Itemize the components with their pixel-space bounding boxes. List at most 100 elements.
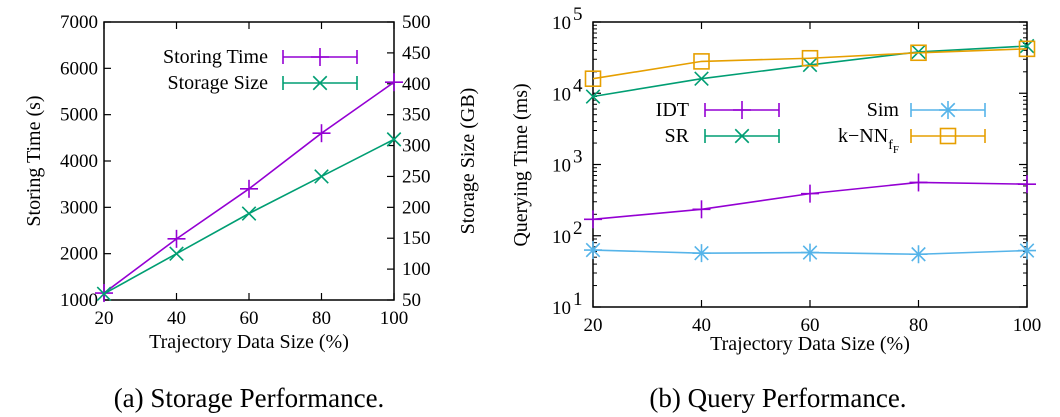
legend-swatch-storing-time-marker xyxy=(311,48,329,66)
y-axis-title-a: Storing Time (s) xyxy=(23,95,45,226)
y-tick-label-b: 10 xyxy=(552,227,571,248)
y-tick-label-b: 10 xyxy=(552,84,571,105)
legend-swatch-storing-time xyxy=(282,48,358,66)
legend-label-knn-sub: f xyxy=(888,138,893,153)
x-tick-label-b: 100 xyxy=(1013,315,1042,336)
legend-swatch-storage-size-marker xyxy=(312,75,328,91)
y2-tick-label-a: 350 xyxy=(402,105,431,126)
x-tick-label-b: 80 xyxy=(909,315,928,336)
data-point xyxy=(910,44,927,62)
data-point xyxy=(584,241,602,260)
legend-a: Storing Time Storage Size xyxy=(163,46,358,94)
data-point xyxy=(694,71,709,87)
legend-swatch-sim-marker xyxy=(939,101,957,119)
caption-b: (b) Query Performance. xyxy=(649,383,906,413)
y-tick-exponent-b: 2 xyxy=(573,218,583,239)
x-tick-label-a: 80 xyxy=(312,308,331,329)
y-tick-label-b: 10 xyxy=(552,13,571,34)
data-point xyxy=(386,132,402,147)
x-tick-label-b: 20 xyxy=(584,315,603,336)
x-tick-label-a: 60 xyxy=(240,308,259,329)
data-point xyxy=(802,57,818,73)
data-point xyxy=(693,53,710,70)
y2-tick-label-a: 500 xyxy=(402,12,431,33)
data-point xyxy=(240,179,258,198)
legend-label-knn-main: k−NN xyxy=(838,125,888,147)
data-point xyxy=(909,173,928,192)
chart-storage-performance: 20 40 60 80 100 1000 2000 3000 4000 5000 6000 7000 5… xyxy=(23,12,479,413)
legend-label-idt: IDT xyxy=(656,99,689,121)
data-point xyxy=(312,124,331,143)
y-tick-exponent-b: 3 xyxy=(573,147,583,168)
data-point xyxy=(801,49,819,67)
y-tick-label-a: 5000 xyxy=(60,105,98,126)
x-axis-title-a: Trajectory Data Size (%) xyxy=(149,331,349,353)
y2-tick-label-a: 150 xyxy=(402,228,431,249)
legend-swatch-knn xyxy=(910,127,986,145)
legend-swatch-sim xyxy=(910,101,986,119)
legend-swatch-sr-marker xyxy=(734,128,750,144)
y-tick-label-a: 2000 xyxy=(60,244,98,265)
x-tick-label-a: 40 xyxy=(167,308,186,329)
data-point xyxy=(1018,241,1036,260)
y-tick-label-a: 7000 xyxy=(60,12,98,33)
data-point xyxy=(801,243,819,262)
y-tick-label-a: 1000 xyxy=(60,290,98,311)
y2-tick-label-a: 250 xyxy=(402,166,431,187)
data-point xyxy=(385,73,403,92)
data-point xyxy=(801,184,819,203)
data-point xyxy=(911,44,926,60)
data-point xyxy=(909,245,928,264)
data-point xyxy=(585,89,601,104)
legend-label-storing-time: Storing Time xyxy=(163,46,268,68)
y2-tick-label-a: 300 xyxy=(402,136,431,157)
series-a xyxy=(95,73,403,303)
y2-tick-label-a: 400 xyxy=(402,74,431,95)
x-tick-label-b: 60 xyxy=(801,315,820,336)
axis-ticks-a: 20 40 60 80 100 1000 2000 3000 4000 5000 6000 7000 5… xyxy=(60,12,431,329)
data-point xyxy=(169,246,184,261)
data-point xyxy=(692,244,711,263)
legend-label-storage-size: Storage Size xyxy=(167,72,268,94)
series-line-sr xyxy=(592,45,1028,98)
legend-b: IDT Sim SR k−NNfF xyxy=(656,99,986,156)
legend-swatch-idt-marker xyxy=(733,101,751,119)
y-tick-label-b: 10 xyxy=(552,156,571,177)
x-tick-label-a: 20 xyxy=(95,308,114,329)
y-axis-title-b: Querying Time (ms) xyxy=(510,83,532,246)
x-axis-title-b: Trajectory Data Size (%) xyxy=(710,333,910,355)
y2-tick-label-a: 200 xyxy=(402,197,431,218)
series-line-knn xyxy=(592,48,1028,80)
legend-swatch-sr xyxy=(704,128,780,144)
data-point xyxy=(584,210,602,229)
series-line-storage-size xyxy=(103,138,395,295)
y2-tick-label-a: 50 xyxy=(402,290,421,311)
y2-axis-title-a: Storage Size (GB) xyxy=(457,88,479,235)
y-tick-label-a: 4000 xyxy=(60,151,98,172)
data-point xyxy=(241,206,257,221)
x-tick-label-a: 100 xyxy=(380,308,409,329)
data-point xyxy=(584,70,602,88)
y2-tick-label-a: 450 xyxy=(402,43,431,64)
data-point xyxy=(167,229,186,248)
y-tick-exponent-b: 1 xyxy=(573,289,583,310)
legend-swatch-storage-size xyxy=(282,75,358,91)
y-tick-exponent-b: 5 xyxy=(573,4,583,25)
data-point xyxy=(1018,40,1036,58)
data-point xyxy=(96,286,112,302)
legend-label-sr: SR xyxy=(665,125,690,147)
caption-a: (a) Storage Performance. xyxy=(114,383,385,413)
legend-swatch-idt xyxy=(704,101,780,119)
legend-label-sim: Sim xyxy=(867,99,900,121)
y-tick-label-a: 6000 xyxy=(60,58,98,79)
series-b xyxy=(584,38,1036,264)
data-point xyxy=(314,169,329,184)
data-point xyxy=(1018,175,1036,194)
data-point xyxy=(692,200,711,219)
y-tick-exponent-b: 4 xyxy=(573,75,583,96)
legend-label-knn-subsub: F xyxy=(893,144,899,156)
y2-tick-label-a: 100 xyxy=(402,259,431,280)
